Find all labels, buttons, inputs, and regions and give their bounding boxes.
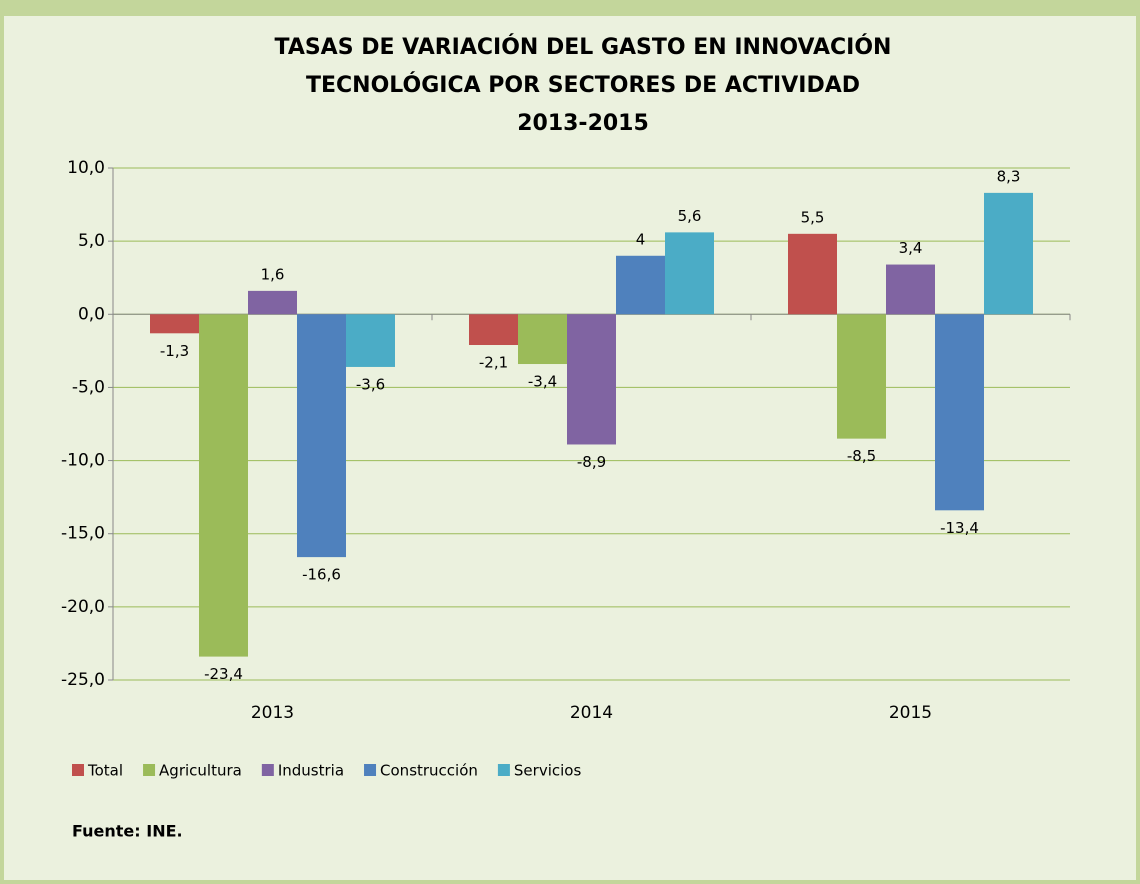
top-band	[0, 0, 1140, 16]
y-tick-label: -20,0	[61, 597, 105, 617]
bar	[150, 314, 199, 334]
bar	[469, 314, 518, 346]
bar	[935, 314, 984, 511]
data-label: 8,3	[997, 167, 1021, 185]
data-label: -8,5	[847, 447, 876, 465]
legend-swatch	[364, 764, 377, 776]
legend-label: Total	[87, 762, 123, 780]
source: Fuente: INE.	[72, 822, 183, 841]
x-tick-label: 2014	[570, 703, 613, 723]
x-tick-label: 2015	[889, 703, 932, 723]
y-tick-label: -10,0	[61, 451, 105, 471]
legend-label: Construcción	[380, 762, 478, 780]
legend-label: Agricultura	[159, 762, 242, 780]
data-label: 5,5	[801, 208, 825, 226]
data-label: -16,6	[302, 566, 341, 584]
data-label: -3,4	[528, 373, 557, 391]
data-label: -8,9	[577, 453, 606, 471]
data-label: -13,4	[940, 519, 979, 537]
y-tick-label: 5,0	[78, 231, 105, 251]
data-label: 5,6	[678, 207, 702, 225]
bar	[518, 314, 567, 365]
y-tick-label: 10,0	[67, 158, 105, 178]
legend-swatch	[143, 764, 156, 776]
bar	[248, 290, 297, 315]
bar	[297, 314, 346, 558]
legend-swatch	[497, 764, 510, 776]
bar	[984, 192, 1033, 315]
bar	[567, 314, 616, 445]
data-label: 1,6	[261, 265, 285, 283]
bar	[346, 314, 395, 367]
legend-swatch	[261, 764, 274, 776]
data-label: 3,4	[899, 239, 923, 257]
bar	[199, 314, 248, 657]
y-tick-label: 0,0	[78, 304, 105, 324]
data-label: -3,6	[356, 375, 385, 393]
y-tick-label: -15,0	[61, 524, 105, 544]
data-label: -2,1	[479, 354, 508, 372]
chart-title: TASAS DE VARIACIÓN DEL GASTO EN INNOVACI…	[275, 34, 892, 60]
legend-label: Industria	[278, 762, 344, 780]
chart-title: TECNOLÓGICA POR SECTORES DE ACTIVIDAD	[306, 72, 860, 98]
bar	[616, 255, 665, 315]
x-tick-label: 2013	[251, 703, 294, 723]
data-label: 4	[636, 230, 646, 248]
bar	[837, 314, 886, 439]
bar	[788, 233, 837, 315]
chart-title: 2013-2015	[517, 111, 649, 136]
data-label: -23,4	[204, 665, 243, 683]
legend-swatch	[72, 764, 84, 776]
y-tick-label: -5,0	[72, 377, 105, 397]
bar	[886, 264, 935, 315]
y-tick-label: -25,0	[61, 670, 105, 690]
data-label: -1,3	[160, 342, 189, 360]
legend-label: Servicios	[514, 762, 582, 780]
bar	[665, 232, 714, 315]
